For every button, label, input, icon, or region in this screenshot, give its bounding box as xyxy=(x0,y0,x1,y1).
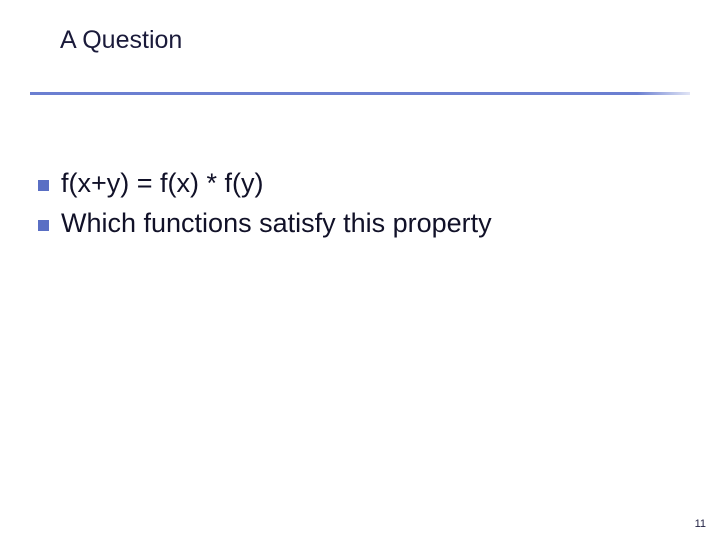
slide-body: f(x+y) = f(x) * f(y) Which functions sat… xyxy=(38,165,680,246)
slide-container: A Question f(x+y) = f(x) * f(y) Which fu… xyxy=(0,0,720,540)
bullet-text: Which functions satisfy this property xyxy=(61,205,492,241)
page-number: 11 xyxy=(695,518,706,530)
list-item: f(x+y) = f(x) * f(y) xyxy=(38,165,680,201)
title-underline xyxy=(30,92,690,95)
square-bullet-icon xyxy=(38,218,49,229)
bullet-text: f(x+y) = f(x) * f(y) xyxy=(61,165,264,201)
square-bullet-icon xyxy=(38,178,49,189)
list-item: Which functions satisfy this property xyxy=(38,205,680,241)
slide-title: A Question xyxy=(60,26,182,55)
